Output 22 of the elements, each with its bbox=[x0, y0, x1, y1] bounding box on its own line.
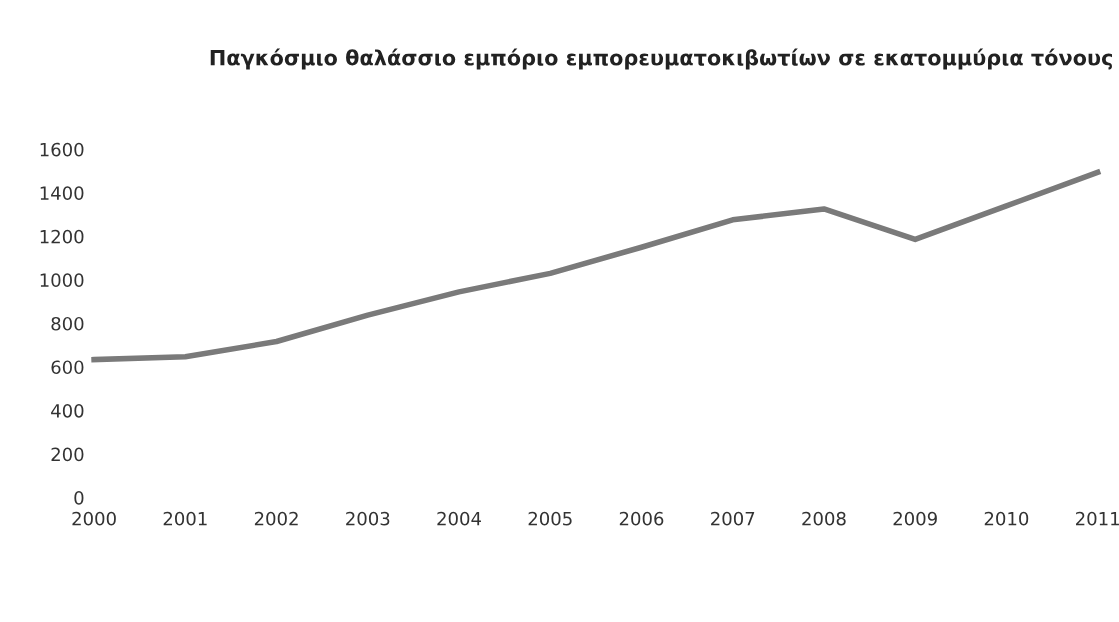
y-tick-label: 200 bbox=[51, 447, 84, 462]
chart-title: Παγκόσμιο θαλάσσιο εμπόριο εμπορευματοκιβωτίων σε εκατομμύρια τόνους bbox=[210, 48, 1113, 70]
x-tick-label: 2003 bbox=[346, 511, 390, 526]
y-tick-label: 0 bbox=[74, 491, 84, 505]
y-tick-label: 600 bbox=[51, 360, 84, 375]
x-tick-label: 2004 bbox=[437, 511, 481, 526]
x-tick-label: 2002 bbox=[254, 511, 298, 526]
x-tick-label: 2007 bbox=[711, 511, 755, 526]
y-tick-label: 1200 bbox=[40, 229, 84, 244]
x-tick-label: 2008 bbox=[802, 511, 846, 526]
x-tick-label: 2001 bbox=[163, 511, 207, 526]
x-tick-label: 2000 bbox=[72, 511, 116, 526]
x-tick-label: 2006 bbox=[619, 511, 664, 526]
y-tick-label: 1400 bbox=[40, 186, 84, 200]
x-tick-label: 2009 bbox=[893, 511, 937, 526]
y-tick-label: 800 bbox=[51, 316, 84, 331]
x-tick-label: 2010 bbox=[984, 511, 1029, 526]
y-tick-label: 400 bbox=[51, 403, 84, 418]
x-tick-label: 2011 bbox=[1076, 511, 1119, 526]
x-tick-label: 2005 bbox=[528, 511, 572, 526]
y-tick-label: 1600 bbox=[40, 142, 84, 157]
y-tick-label: 1000 bbox=[40, 273, 84, 288]
